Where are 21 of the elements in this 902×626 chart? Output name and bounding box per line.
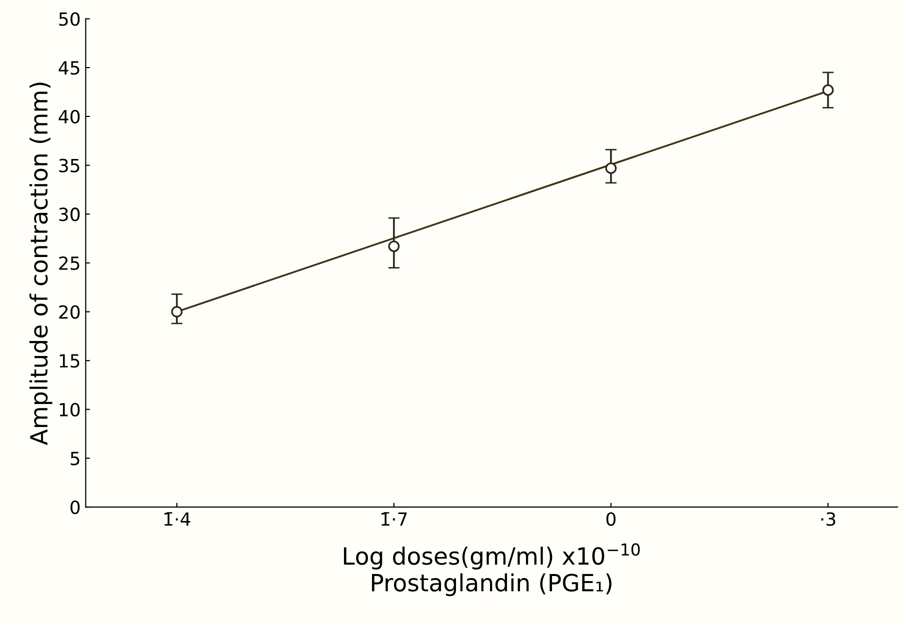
y-tick-label: 25 — [59, 256, 80, 270]
y-tick-label: 5 — [70, 452, 80, 466]
y-tick-label: 40 — [58, 110, 80, 124]
point — [171, 306, 183, 318]
point — [388, 240, 400, 252]
y-tick-label: 30 — [59, 208, 80, 222]
y-tick-label: 0 — [70, 500, 80, 514]
x-tick-label: 0 — [606, 512, 616, 526]
y-tick-label: 50 — [59, 12, 80, 26]
y-tick-label: 20 — [59, 305, 80, 319]
y-tick-label: 15 — [60, 354, 80, 368]
y-tick-label: 45 — [58, 61, 80, 75]
y-axis-title: Amplitude of contraction (mm) — [29, 82, 52, 446]
y-tick-label: 10 — [60, 402, 80, 417]
x-tick-label: ·3 — [821, 512, 836, 526]
x-tick-label: 1̄·7 — [382, 512, 407, 526]
point — [605, 162, 617, 174]
point — [822, 84, 834, 96]
x-tick-label: 1̄·4 — [164, 512, 190, 526]
x-axis-title: Log doses(gm/ml) x10$^{−10}$ Prostaglandin (PGE₁) — [344, 543, 640, 596]
y-tick-label: 35 — [59, 158, 80, 172]
